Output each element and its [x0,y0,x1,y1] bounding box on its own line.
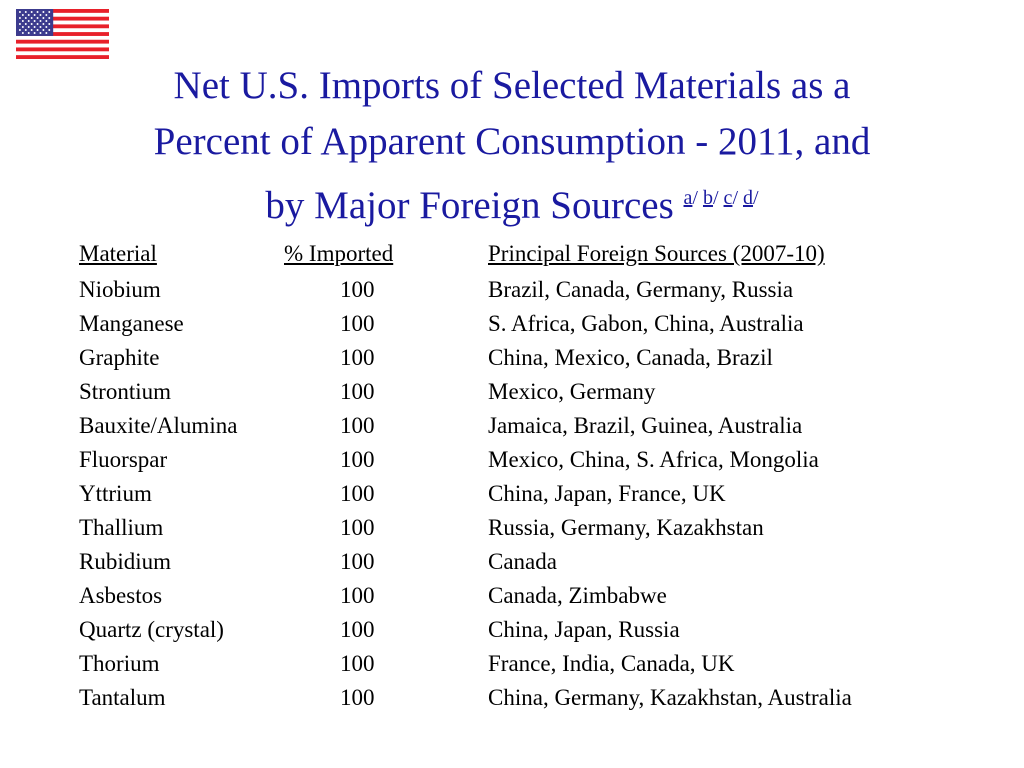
table-row: Tantalum 100 China, Germany, Kazakhstan, A… [79,681,979,715]
sources-cell: Brazil, Canada, Germany, Russia [488,277,794,302]
imported-cell: 100 [340,345,375,370]
table-row: Manganese 100 S. Africa, Gabon, China, Aus… [79,307,979,341]
footnote-c-link[interactable]: c [723,187,733,209]
material-cell: Quartz (crystal) [79,617,224,642]
footnote-links: a/ b/ c/ d/ [684,187,759,209]
footnote-b-link[interactable]: b [702,187,713,209]
footnote-separator: / [712,187,719,209]
sources-cell: China, Germany, Kazakhstan, Australia [488,685,852,710]
material-cell: Tantalum [79,685,166,710]
material-cell: Manganese [79,311,184,336]
title-line-2: Percent of Apparent Consumption - 2011, … [153,120,871,163]
table-row: Thallium 100 Russia, Germany, Kazakhstan [79,511,979,545]
material-cell: Fluorspar [79,447,168,472]
table-row: Quartz (crystal) 100 China, Japan, Russia [79,613,979,647]
imported-cell: 100 [340,617,375,642]
material-cell: Thorium [79,651,160,676]
sources-cell: China, Japan, France, UK [488,481,726,506]
material-cell: Thallium [79,515,164,540]
us-flag-icon [16,9,109,59]
sources-cell: Mexico, China, S. Africa, Mongolia [488,447,819,472]
material-cell: Niobium [79,277,161,302]
sources-cell: Canada [488,549,557,574]
material-cell: Graphite [79,345,160,370]
header-sources: Principal Foreign Sources (2007-10) [488,241,825,266]
imported-cell: 100 [340,481,375,506]
imported-cell: 100 [340,277,375,302]
table-body: Niobium 100 Brazil, Canada, Germany, Russi… [79,273,979,715]
table-header-row: Material % Imported Principal Foreign So… [79,238,979,273]
sources-cell: Canada, Zimbabwe [488,583,667,608]
sources-cell: Russia, Germany, Kazakhstan [488,515,764,540]
table-row: Fluorspar 100 Mexico, China, S. Africa, Mo… [79,443,979,477]
table-row: Bauxite/Alumina 100 Jamaica, Brazil, Guine… [79,409,979,443]
materials-table: Material % Imported Principal Foreign So… [79,238,979,715]
imported-cell: 100 [340,379,375,404]
footnote-separator: / [753,187,759,209]
imported-cell: 100 [340,685,375,710]
title-line-3: by Major Foreign Sources [265,184,674,227]
footnote-a-link[interactable]: a [683,187,693,209]
footnote-separator: / [732,187,738,209]
material-cell: Rubidium [79,549,172,574]
imported-cell: 100 [340,583,375,608]
sources-cell: China, Mexico, Canada, Brazil [488,345,773,370]
table-row: Strontium 100 Mexico, Germany [79,375,979,409]
slide-title: Net U.S. Imports of Selected Materials a… [60,58,964,234]
sources-cell: Mexico, Germany [488,379,656,404]
material-cell: Yttrium [79,481,152,506]
material-cell: Bauxite/Alumina [79,413,238,438]
sources-cell: China, Japan, Russia [488,617,680,642]
header-material: Material [79,241,157,266]
imported-cell: 100 [340,311,375,336]
sources-cell: S. Africa, Gabon, China, Australia [488,311,804,336]
footnote-separator: / [692,187,698,209]
table-row: Thorium 100 France, India, Canada, UK [79,647,979,681]
imported-cell: 100 [340,651,375,676]
material-cell: Strontium [79,379,172,404]
table-row: Graphite 100 China, Mexico, Canada, Brazil [79,341,979,375]
table-row: Asbestos 100 Canada, Zimbabwe [79,579,979,613]
sources-cell: France, India, Canada, UK [488,651,735,676]
footnote-d-link[interactable]: d [743,187,753,209]
material-cell: Asbestos [79,583,163,608]
table-row: Yttrium 100 China, Japan, France, UK [79,477,979,511]
imported-cell: 100 [340,515,375,540]
title-line-1: Net U.S. Imports of Selected Materials a… [173,64,851,107]
header-imported: % Imported [284,241,394,266]
imported-cell: 100 [340,549,375,574]
imported-cell: 100 [340,413,375,438]
table-row: Niobium 100 Brazil, Canada, Germany, Russi… [79,273,979,307]
sources-cell: Jamaica, Brazil, Guinea, Australia [488,413,803,438]
imported-cell: 100 [340,447,375,472]
table-row: Rubidium 100 Canada [79,545,979,579]
